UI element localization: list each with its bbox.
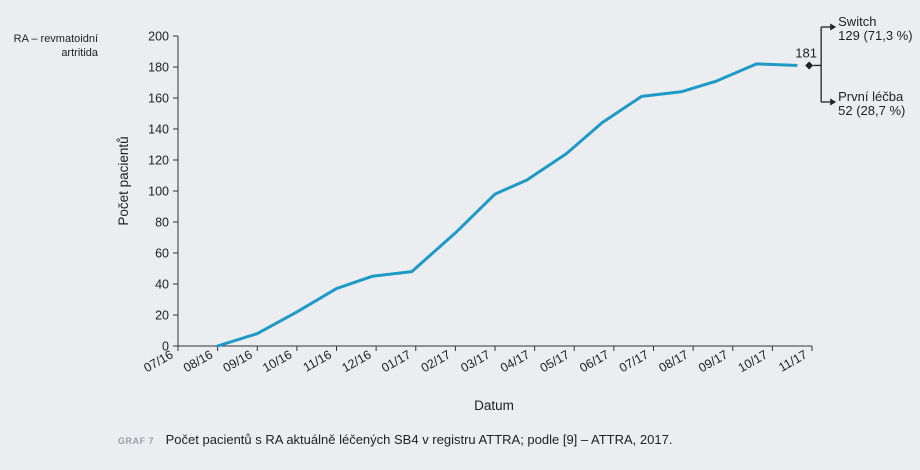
switch-value: 129 (71,3 %) — [838, 28, 912, 43]
y-axis-title: Počet pacientů — [116, 136, 131, 225]
switch-label: Switch — [838, 14, 876, 29]
side-note-line-2: artritida — [61, 47, 98, 59]
caption-label: GRAF 7 — [118, 436, 155, 446]
y-tick-label: 0 — [162, 340, 169, 354]
x-tick-label: 11/16 — [301, 347, 334, 374]
y-tick-label: 140 — [148, 123, 169, 137]
x-tick-label: 12/16 — [340, 347, 374, 375]
bracket-bottom-arrow-icon — [830, 98, 837, 106]
x-tick-label: 09/16 — [221, 347, 255, 375]
x-tick-label: 01/17 — [379, 347, 413, 375]
x-tick-label: 02/17 — [419, 347, 453, 375]
y-tick-label: 100 — [148, 185, 169, 199]
x-axis: 07/16 08/16 09/16 10/16 11/16 12/16 01/17 02/17… — [141, 345, 813, 375]
y-tick-label: 20 — [155, 309, 169, 323]
end-marker — [805, 61, 814, 70]
y-tick-label: 80 — [155, 216, 169, 230]
y-tick-label: 60 — [155, 247, 169, 261]
x-tick-label: 04/17 — [498, 347, 532, 375]
series-layer — [216, 62, 798, 348]
series-line — [216, 62, 798, 348]
x-tick-label: 07/16 — [141, 347, 175, 375]
end-value-label: 181 — [795, 45, 817, 60]
y-tick-label: 200 — [148, 30, 169, 44]
x-tick-label: 07/17 — [617, 347, 651, 375]
y-tick-label: 40 — [155, 278, 169, 292]
y-tick-label: 180 — [148, 61, 169, 75]
y-tick-label: 120 — [148, 154, 169, 168]
x-tick-label: 10/16 — [260, 347, 294, 375]
x-tick-label: 06/17 — [577, 347, 611, 375]
x-axis-title: Datum — [474, 398, 514, 413]
x-tick-label: 08/16 — [181, 347, 215, 375]
figure-caption: GRAF 7 Počet pacientů s RA aktuálně léče… — [118, 432, 672, 447]
x-tick-label: 08/17 — [657, 347, 691, 375]
x-tick-label: 05/17 — [538, 347, 572, 375]
side-note: RA – revmatoidní artritida — [0, 32, 98, 60]
bracket-top-arrow-icon — [830, 23, 837, 31]
x-tick-label: 10/17 — [736, 347, 770, 375]
side-note-line-1: RA – revmatoidní — [13, 33, 98, 45]
first-treatment-value: 52 (28,7 %) — [838, 103, 905, 118]
x-tick-label: 09/17 — [696, 347, 730, 375]
x-tick-label: 03/17 — [458, 347, 492, 375]
first-treatment-label: První léčba — [838, 89, 904, 104]
y-axis: 0 20 40 60 80 100 120 140 160 180 200 — [148, 30, 179, 354]
x-tick-label: 11/17 — [776, 347, 809, 374]
caption-text: Počet pacientů s RA aktuálně léčených SB… — [165, 432, 673, 447]
y-tick-label: 160 — [148, 92, 169, 106]
